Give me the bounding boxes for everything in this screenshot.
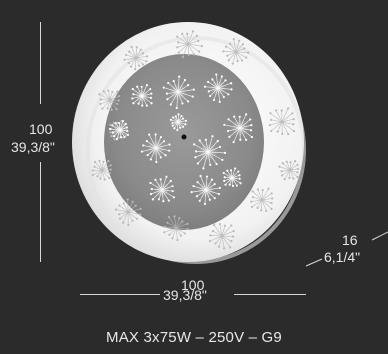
outer-sparkle-6	[115, 198, 142, 227]
outer-sparkle-7	[163, 215, 189, 242]
inner-sparkle-0	[162, 75, 195, 110]
inner-sparkle-5	[192, 135, 227, 170]
depth-in-label: 6,1/4"	[324, 249, 361, 265]
electrical-spec-label: MAX 3x75W – 250V – G9	[106, 329, 282, 346]
outer-sparkle-9	[250, 187, 274, 212]
height-mm-label: 100	[29, 121, 53, 137]
inner-sparkle-1	[131, 83, 153, 107]
inner-sparkle-9	[169, 113, 188, 132]
outer-sparkle-10	[278, 160, 300, 181]
width-dimension-line-left	[80, 294, 160, 295]
inner-sparkle-group	[108, 73, 253, 206]
depth-mm-label: 16	[342, 232, 358, 248]
width-mm-label: 100	[181, 277, 205, 293]
width-in-label: 39,3/8"	[163, 287, 207, 303]
outer-sparkle-2	[123, 45, 149, 71]
outer-sparkle-1	[222, 38, 250, 65]
height-dimension-line-top	[40, 22, 41, 104]
outer-sparkle-8	[208, 222, 235, 250]
outer-sparkle-4	[268, 107, 296, 136]
width-dimension-line-right	[234, 294, 306, 295]
outer-disc-shadow	[86, 36, 306, 264]
height-in-label: 39,3/8"	[11, 139, 55, 155]
inner-sparkle-8	[190, 174, 221, 206]
height-dimension-line-bottom	[40, 162, 41, 262]
inner-sparkle-7	[149, 175, 176, 203]
outer-sparkle-5	[91, 159, 112, 181]
inner-sparkle-3	[223, 113, 253, 144]
outer-sparkle-3	[98, 89, 121, 111]
inner-sparkle-2	[203, 73, 233, 103]
inner-sparkle-6	[108, 120, 130, 141]
outer-sparkle-0	[176, 30, 203, 59]
center-dot	[181, 134, 187, 140]
inner-sparkle-4	[140, 133, 171, 164]
inner-sparkle-10	[222, 167, 242, 188]
